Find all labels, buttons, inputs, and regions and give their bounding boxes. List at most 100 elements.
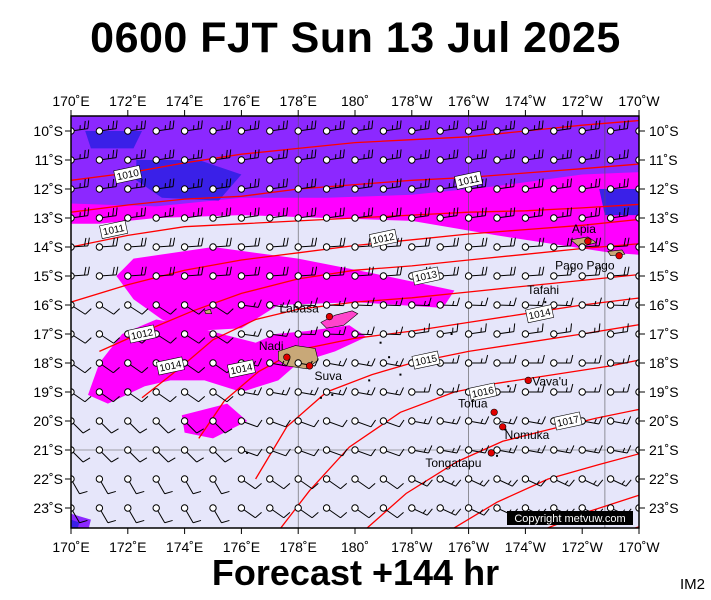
place-tofua: Tofua — [458, 396, 498, 416]
wind-barb — [95, 359, 120, 374]
corner-code: IM2 — [679, 576, 705, 593]
wind-barb — [436, 416, 461, 425]
wind-barb — [379, 207, 402, 222]
wind-barb — [493, 237, 516, 251]
wind-barb — [294, 504, 319, 519]
wind-barb — [209, 301, 234, 315]
wind-barb — [180, 446, 204, 463]
lon-label-bottom: 172˚E — [109, 539, 146, 555]
wind-barb — [95, 504, 116, 524]
place-label: Nomuka — [505, 428, 550, 442]
svg-text:1012: 1012 — [372, 231, 396, 246]
place-label: Tofua — [458, 396, 488, 410]
copyright-text: Copyright metvuw.com — [514, 513, 625, 525]
place-vava-u: Vava'u — [524, 374, 568, 388]
wind-barb — [180, 149, 203, 164]
place-suva: Suva — [305, 362, 342, 383]
wind-barb — [209, 120, 232, 135]
wind-barb — [436, 383, 460, 396]
wind-barb — [493, 475, 518, 487]
wind-barb — [606, 149, 629, 164]
wind-barb — [464, 354, 489, 367]
wind-barb — [322, 297, 347, 309]
wind-barb — [550, 120, 572, 135]
islet-10 — [319, 396, 322, 399]
wind-barb — [95, 149, 118, 164]
place-tongatapu: Tongatapu — [425, 449, 495, 470]
wind-barb — [180, 178, 203, 193]
place-dot — [499, 423, 507, 431]
wind-barb — [351, 120, 374, 135]
wind-barb — [237, 120, 260, 135]
wind-barb — [464, 207, 487, 222]
lon-label-top: 180˚ — [341, 93, 369, 109]
wind-barb — [521, 237, 545, 251]
wind-barbs — [71, 120, 639, 524]
wind-barb — [550, 475, 575, 487]
wind-barb — [322, 207, 345, 222]
wind-barb — [351, 446, 377, 457]
lat-label-left: 20˚S — [33, 413, 63, 429]
islet-8 — [507, 385, 510, 388]
place-label: Nadi — [259, 339, 284, 353]
wind-barb — [351, 266, 374, 280]
wind-barb — [209, 178, 232, 193]
lon-label-top: 176˚E — [223, 93, 260, 109]
wind-barb — [95, 388, 120, 403]
wind-barb — [493, 178, 516, 193]
islet-0 — [379, 341, 382, 344]
axis-ticks — [65, 110, 645, 534]
islet-9 — [544, 301, 547, 304]
isobar-line-4 — [99, 243, 639, 352]
lon-label-bottom: 176˚E — [223, 539, 260, 555]
wind-barb — [180, 301, 206, 315]
wind-barb — [322, 446, 348, 457]
isobar-label: 1012 — [127, 324, 157, 344]
wind-barb — [180, 237, 204, 251]
lat-label-left: 12˚S — [33, 181, 63, 197]
isobar-label: 1014 — [525, 304, 555, 324]
lat-label-left: 23˚S — [33, 500, 63, 516]
lat-label-right: 15˚S — [649, 268, 679, 284]
wind-barb — [237, 266, 261, 280]
wind-barb — [124, 301, 149, 315]
wind-barb — [408, 416, 433, 425]
wind-barb — [379, 475, 404, 490]
lat-label-left: 16˚S — [33, 297, 63, 313]
islet-7 — [450, 333, 453, 335]
wind-barb — [436, 504, 462, 516]
lat-label-left: 19˚S — [33, 384, 63, 400]
place-label: Labasa — [279, 302, 319, 316]
wind-barb — [521, 354, 545, 367]
wind-barb — [237, 178, 260, 193]
wind-barb — [237, 299, 262, 309]
isobar-label: 1012 — [368, 228, 398, 248]
wind-barb — [606, 354, 631, 367]
wind-barb — [237, 387, 262, 396]
wind-barb — [379, 504, 404, 519]
wind-barb — [322, 237, 346, 251]
place-label: Vava'u — [532, 374, 567, 388]
wind-barb — [322, 120, 345, 135]
lat-label-right: 22˚S — [649, 471, 679, 487]
lat-label-right: 12˚S — [649, 181, 679, 197]
wind-barb — [294, 178, 317, 193]
wind-barb — [71, 207, 90, 222]
place-dot — [490, 408, 498, 416]
wind-barb — [379, 358, 404, 367]
wind-barb — [209, 388, 234, 403]
place-tafahi: Tafahi — [527, 283, 559, 297]
latitude-labels-left: 10˚S 11˚S 12˚S 13˚S 14˚S 15˚S 16˚S 17˚S 18˚S 19˚S… — [33, 123, 63, 516]
wind-barb — [521, 178, 544, 193]
wind-barb — [606, 416, 632, 425]
isobar-label: 1011 — [454, 170, 484, 190]
wind-barb — [578, 445, 603, 454]
islet-2 — [399, 373, 402, 376]
wind-barb — [578, 266, 602, 280]
wind-barb — [493, 416, 518, 425]
wind-barb — [237, 475, 262, 490]
wind-barb — [152, 475, 173, 495]
wind-barb — [606, 207, 629, 222]
wind-barb — [550, 297, 574, 309]
